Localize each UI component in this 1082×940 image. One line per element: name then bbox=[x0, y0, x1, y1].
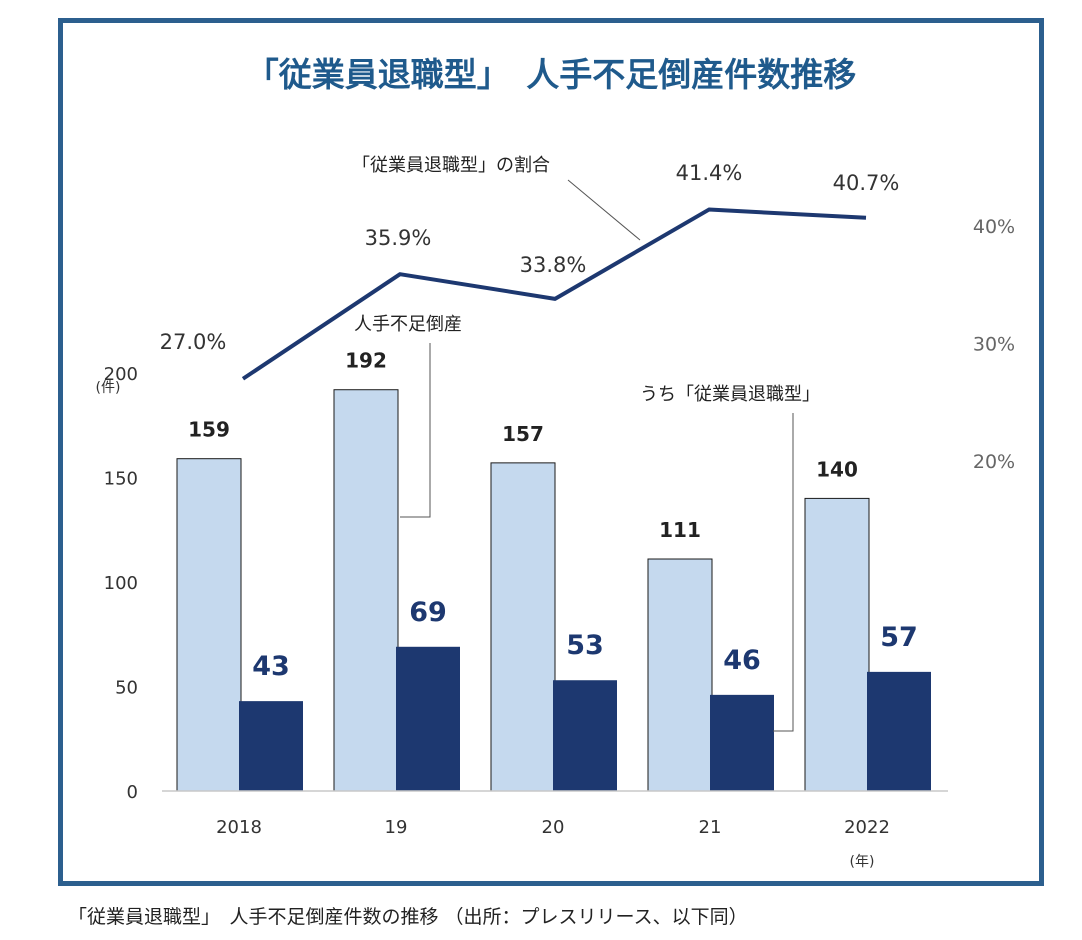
x-axis: 2018 19 20 21 2022 bbox=[216, 817, 890, 838]
bar-total-value-label: 157 bbox=[502, 422, 544, 446]
y-axis: 0 50 100 150 200 bbox=[104, 364, 138, 803]
legend-series1-label: 人手不足倒産 bbox=[354, 314, 462, 335]
y-tick-label: 50 bbox=[115, 678, 138, 699]
bar-subset bbox=[396, 646, 460, 791]
bar-total bbox=[176, 458, 242, 792]
ratio-line: 27.0% 35.9% 33.8% 41.4% 40.7% bbox=[160, 161, 900, 381]
x-tick-label: 19 bbox=[385, 817, 408, 838]
annotations: 「従業員退職型」の割合 人手不足倒産 うち「従業員退職型」 bbox=[352, 155, 820, 732]
bar-total-value-label: 140 bbox=[816, 457, 858, 481]
bar-total bbox=[647, 558, 713, 792]
ratio-point-label: 41.4% bbox=[676, 161, 743, 185]
bars: 159 43 192 69 157 53 111 46 140 57 bbox=[176, 349, 931, 792]
ratio-point-label: 33.8% bbox=[520, 253, 587, 277]
legend-line-label: 「従業員退職型」の割合 bbox=[352, 155, 550, 176]
x-tick-label: 2022 bbox=[844, 817, 890, 838]
y2-axis: 20% 30% 40% bbox=[973, 216, 1015, 473]
chart: 「従業員退職型」 人手不足倒産件数推移 0 50 100 150 200 20% 30% 4… bbox=[96, 55, 1016, 870]
legend-line-leader bbox=[567, 179, 641, 241]
y2-tick-label: 30% bbox=[973, 334, 1015, 356]
bar-subset-value-label: 53 bbox=[566, 630, 604, 661]
x-unit-label: (年) bbox=[850, 854, 875, 870]
bar-total-value-label: 111 bbox=[659, 518, 701, 542]
bar-total bbox=[804, 497, 870, 792]
y-tick-label: 100 bbox=[104, 573, 138, 594]
x-tick-label: 2018 bbox=[216, 817, 262, 838]
legend-series2-label: うち「従業員退職型」 bbox=[640, 384, 820, 405]
bar-subset-value-label: 46 bbox=[723, 645, 761, 676]
bar-subset bbox=[867, 671, 931, 791]
y-unit-label: (件) bbox=[96, 380, 121, 396]
bar-subset bbox=[553, 680, 617, 791]
figure-caption: 「従業員退職型」 人手不足倒産件数の推移 （出所：プレスリリース、以下同） bbox=[68, 906, 748, 928]
x-tick-label: 20 bbox=[542, 817, 565, 838]
x-tick-label: 21 bbox=[699, 817, 722, 838]
ratio-point-label: 35.9% bbox=[365, 226, 432, 250]
legend-series1-leader bbox=[400, 343, 431, 518]
bar-subset-value-label: 57 bbox=[880, 622, 918, 653]
bar-total bbox=[490, 462, 556, 792]
bar-total bbox=[333, 389, 399, 792]
legend-series2-leader bbox=[773, 413, 794, 732]
ratio-point-label: 40.7% bbox=[833, 171, 900, 195]
bar-subset-value-label: 69 bbox=[409, 597, 447, 628]
bar-subset-value-label: 43 bbox=[252, 651, 290, 682]
y-tick-label: 0 bbox=[127, 782, 138, 803]
y-tick-label: 150 bbox=[104, 469, 138, 490]
bar-subset bbox=[710, 694, 774, 791]
chart-title: 「従業員退職型」 人手不足倒産件数推移 bbox=[246, 55, 857, 94]
ratio-point-label: 27.0% bbox=[160, 330, 227, 354]
y2-tick-label: 20% bbox=[973, 451, 1015, 473]
bar-subset bbox=[239, 701, 303, 791]
y-tick-label: 200 bbox=[104, 364, 138, 385]
bar-total-value-label: 192 bbox=[345, 349, 387, 373]
ratio-line-path bbox=[241, 207, 867, 381]
y2-tick-label: 40% bbox=[973, 216, 1015, 238]
bar-total-value-label: 159 bbox=[188, 418, 230, 442]
